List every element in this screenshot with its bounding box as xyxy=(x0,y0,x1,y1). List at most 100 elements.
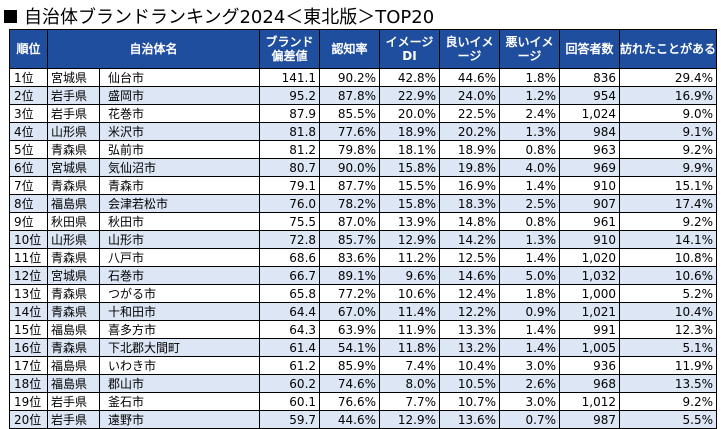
visited-cell: 12.3% xyxy=(619,320,718,339)
table-row: 1位 宮城県 仙台市 141.1 90.2% 42.8% 44.6% 1.8% 836 29.4% xyxy=(9,68,718,87)
image-di-cell: 11.4% xyxy=(379,302,441,321)
rank-cell: 1位 xyxy=(9,68,48,87)
awareness-cell: 67.0% xyxy=(319,302,381,321)
brand-score-cell: 80.7 xyxy=(259,158,321,177)
header-bad: 悪いイメージ xyxy=(499,29,561,69)
respondents-cell: 910 xyxy=(559,176,621,195)
bad-image-cell: 1.4% xyxy=(499,176,561,195)
table-row: 6位 宮城県 気仙沼市 80.7 90.0% 15.8% 19.8% 4.0% 969 9.9% xyxy=(9,158,718,177)
brand-score-cell: 81.2 xyxy=(259,140,321,159)
table-header-row: 順位 自治体名 ブランド偏差値 認知率 イメージDI 良いイメージ 悪いイメージ… xyxy=(9,29,718,69)
rank-cell: 2位 xyxy=(9,86,48,105)
table-row: 12位 宮城県 石巻市 66.7 89.1% 9.6% 14.6% 5.0% 1,032 10.6… xyxy=(9,266,718,285)
visited-cell: 11.9% xyxy=(619,356,718,375)
ranking-table: 順位 自治体名 ブランド偏差値 認知率 イメージDI 良いイメージ 悪いイメージ… xyxy=(9,29,718,429)
table-row: 15位 福島県 喜多方市 64.3 63.9% 11.9% 13.3% 1.4% 991 12.3… xyxy=(9,320,718,339)
table-row: 2位 岩手県 盛岡市 95.2 87.8% 22.9% 24.0% 1.2% 954 16.9% xyxy=(9,86,718,105)
brand-score-cell: 72.8 xyxy=(259,230,321,249)
bad-image-cell: 2.4% xyxy=(499,104,561,123)
rank-cell: 4位 xyxy=(9,122,48,141)
table-row: 20位 岩手県 遠野市 59.7 44.6% 12.9% 13.6% 0.7% 987 5.5% xyxy=(9,410,718,429)
good-image-cell: 10.4% xyxy=(439,356,501,375)
visited-cell: 9.2% xyxy=(619,212,718,231)
rank-cell: 5位 xyxy=(9,140,48,159)
respondents-cell: 968 xyxy=(559,374,621,393)
prefecture-cell: 岩手県 xyxy=(47,104,100,123)
bad-image-cell: 1.8% xyxy=(499,284,561,303)
table-row: 3位 岩手県 花巻市 87.9 85.5% 20.0% 22.5% 2.4% 1,024 9.0% xyxy=(9,104,718,123)
header-awareness: 認知率 xyxy=(319,29,381,69)
good-image-cell: 22.5% xyxy=(439,104,501,123)
awareness-cell: 87.7% xyxy=(319,176,381,195)
header-visited: 訪れたことがある xyxy=(619,29,718,69)
image-di-cell: 13.9% xyxy=(379,212,441,231)
table-row: 4位 山形県 米沢市 81.8 77.6% 18.9% 20.2% 1.3% 984 9.1% xyxy=(9,122,718,141)
rank-cell: 6位 xyxy=(9,158,48,177)
bad-image-cell: 0.8% xyxy=(499,140,561,159)
good-image-cell: 16.9% xyxy=(439,176,501,195)
rank-cell: 12位 xyxy=(9,266,48,285)
visited-cell: 5.1% xyxy=(619,338,718,357)
awareness-cell: 87.8% xyxy=(319,86,381,105)
prefecture-cell: 青森県 xyxy=(47,176,100,195)
image-di-cell: 11.8% xyxy=(379,338,441,357)
image-di-cell: 12.9% xyxy=(379,230,441,249)
bad-image-cell: 2.6% xyxy=(499,374,561,393)
city-cell: 花巻市 xyxy=(98,104,261,123)
respondents-cell: 1,024 xyxy=(559,104,621,123)
header-respondents: 回答者数 xyxy=(559,29,621,69)
prefecture-cell: 青森県 xyxy=(47,140,100,159)
good-image-cell: 18.9% xyxy=(439,140,501,159)
image-di-cell: 18.1% xyxy=(379,140,441,159)
prefecture-cell: 宮城県 xyxy=(47,266,100,285)
awareness-cell: 63.9% xyxy=(319,320,381,339)
bad-image-cell: 3.0% xyxy=(499,356,561,375)
header-rank: 順位 xyxy=(9,29,48,69)
bad-image-cell: 0.8% xyxy=(499,212,561,231)
bad-image-cell: 1.8% xyxy=(499,68,561,87)
awareness-cell: 79.8% xyxy=(319,140,381,159)
rank-cell: 17位 xyxy=(9,356,48,375)
brand-score-cell: 61.4 xyxy=(259,338,321,357)
visited-cell: 5.5% xyxy=(619,410,718,429)
visited-cell: 13.5% xyxy=(619,374,718,393)
table-row: 9位 秋田県 秋田市 75.5 87.0% 13.9% 14.8% 0.8% 961 9.2% xyxy=(9,212,718,231)
respondents-cell: 984 xyxy=(559,122,621,141)
brand-score-cell: 64.3 xyxy=(259,320,321,339)
visited-cell: 9.1% xyxy=(619,122,718,141)
prefecture-cell: 岩手県 xyxy=(47,86,100,105)
image-di-cell: 15.8% xyxy=(379,194,441,213)
rank-cell: 14位 xyxy=(9,302,48,321)
good-image-cell: 10.5% xyxy=(439,374,501,393)
prefecture-cell: 青森県 xyxy=(47,248,100,267)
page-title: 自治体ブランドランキング2024＜東北版＞TOP20 xyxy=(4,3,434,29)
city-cell: 盛岡市 xyxy=(98,86,261,105)
visited-cell: 29.4% xyxy=(619,68,718,87)
city-cell: 秋田市 xyxy=(98,212,261,231)
visited-cell: 9.9% xyxy=(619,158,718,177)
bad-image-cell: 5.0% xyxy=(499,266,561,285)
bad-image-cell: 0.7% xyxy=(499,410,561,429)
city-cell: 仙台市 xyxy=(98,68,261,87)
city-cell: 下北郡大間町 xyxy=(98,338,261,357)
header-image-di: イメージDI xyxy=(379,29,441,69)
table-row: 18位 福島県 郡山市 60.2 74.6% 8.0% 10.5% 2.6% 968 13.5% xyxy=(9,374,718,393)
rank-cell: 11位 xyxy=(9,248,48,267)
city-cell: 米沢市 xyxy=(98,122,261,141)
visited-cell: 9.2% xyxy=(619,140,718,159)
image-di-cell: 15.8% xyxy=(379,158,441,177)
respondents-cell: 936 xyxy=(559,356,621,375)
visited-cell: 10.6% xyxy=(619,266,718,285)
image-di-cell: 42.8% xyxy=(379,68,441,87)
respondents-cell: 1,000 xyxy=(559,284,621,303)
respondents-cell: 910 xyxy=(559,230,621,249)
brand-score-cell: 61.2 xyxy=(259,356,321,375)
brand-score-cell: 64.4 xyxy=(259,302,321,321)
image-di-cell: 8.0% xyxy=(379,374,441,393)
prefecture-cell: 山形県 xyxy=(47,122,100,141)
brand-score-cell: 60.2 xyxy=(259,374,321,393)
awareness-cell: 77.6% xyxy=(319,122,381,141)
table-row: 8位 福島県 会津若松市 76.0 78.2% 15.8% 18.3% 2.5% 907 17.4… xyxy=(9,194,718,213)
table-row: 7位 青森県 青森市 79.1 87.7% 15.5% 16.9% 1.4% 910 15.1% xyxy=(9,176,718,195)
city-cell: 気仙沼市 xyxy=(98,158,261,177)
